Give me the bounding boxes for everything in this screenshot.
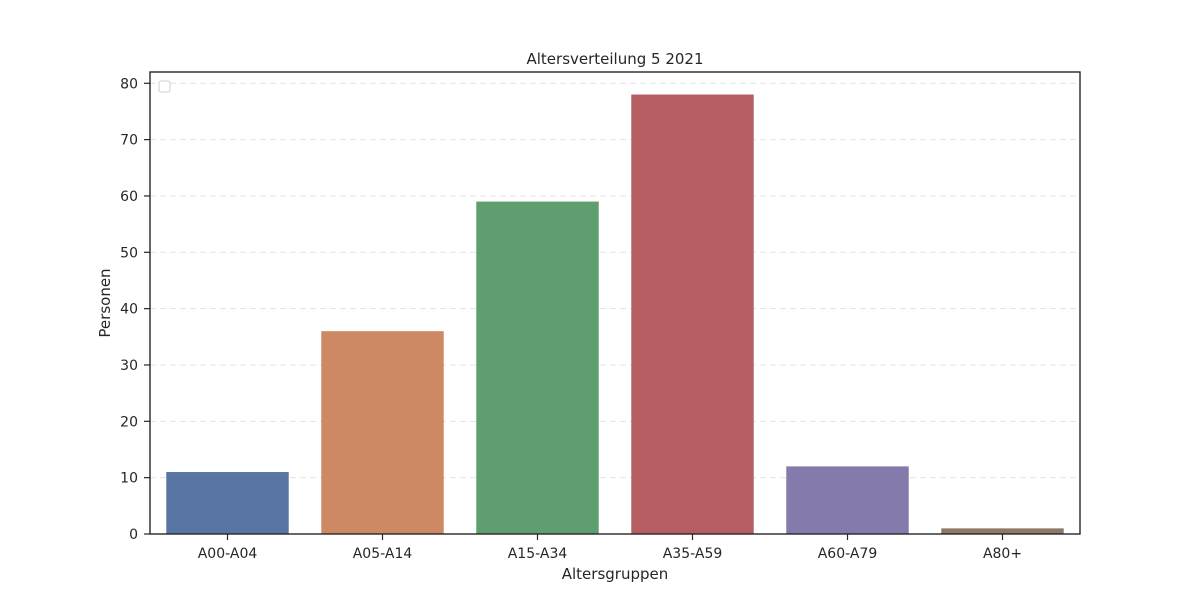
- chart-title: Altersverteilung 5 2021: [526, 50, 703, 68]
- bar-a05-a14: [321, 331, 444, 534]
- x-tick-label: A35-A59: [663, 546, 723, 562]
- legend-box: [158, 80, 171, 93]
- x-tick-label: A05-A14: [353, 546, 413, 562]
- y-tick-label: 60: [120, 189, 138, 205]
- y-tick-label: 40: [120, 302, 138, 318]
- x-axis-label: Altersgruppen: [562, 565, 669, 583]
- bar-a15-a34: [476, 201, 599, 534]
- x-tick-label: A60-A79: [818, 546, 878, 562]
- bar-a60-a79: [786, 466, 909, 534]
- y-axis-label: Personen: [96, 268, 114, 337]
- y-tick-label: 50: [120, 245, 138, 261]
- y-tick-label: 10: [120, 471, 138, 487]
- x-tick-label: A15-A34: [508, 546, 568, 562]
- y-tick-label: 70: [120, 133, 138, 149]
- y-tick-label: 20: [120, 414, 138, 430]
- y-tick-label: 0: [129, 527, 138, 543]
- bars-layer: [166, 94, 1064, 534]
- y-tick-label: 80: [120, 76, 138, 92]
- x-axis: A00-A04 A05-A14 A15-A34 A35-A59 A60-A79 A80+: [198, 534, 1022, 562]
- grid-layer: [150, 82, 1080, 479]
- y-tick-label: 30: [120, 358, 138, 374]
- bar-a80-: [941, 528, 1064, 534]
- plot-frame: [149, 71, 1081, 535]
- x-tick-label: A00-A04: [198, 546, 258, 562]
- bar-a35-a59: [631, 94, 754, 534]
- bar-a00-a04: [166, 472, 289, 534]
- y-axis: 0 10 20 30 40 50 60 70 80: [120, 76, 150, 543]
- x-tick-label: A80+: [983, 546, 1022, 562]
